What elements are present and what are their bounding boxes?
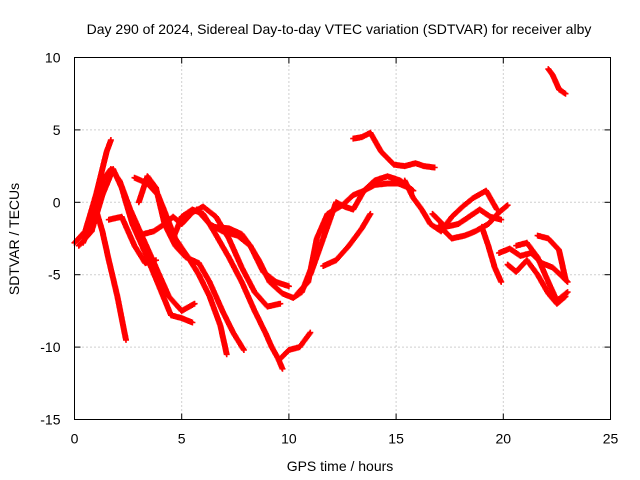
- data-series-arc-16: [350, 129, 438, 171]
- data-series-arc-24: [534, 232, 569, 282]
- data-series-arc-20: [478, 223, 505, 285]
- x-tick-label: 10: [281, 431, 297, 447]
- chart-title: Day 290 of 2024, Sidereal Day-to-day VTE…: [87, 21, 592, 37]
- x-axis-title: GPS time / hours: [287, 458, 394, 474]
- x-tick-label: 5: [178, 431, 186, 447]
- data-point-markers: [545, 66, 569, 97]
- y-tick-label: 5: [53, 122, 61, 138]
- data-series-arc-5: [105, 213, 159, 267]
- data-point-markers: [534, 232, 569, 282]
- data-series-arc-25: [545, 66, 569, 97]
- data-point-markers: [478, 223, 505, 285]
- data-point-markers: [513, 239, 571, 304]
- grid-layer: [74, 57, 611, 420]
- y-tick-label: -5: [48, 267, 61, 283]
- data-series-arc-15: [320, 210, 374, 269]
- data-layer: [71, 66, 571, 372]
- plot-frame: [74, 57, 611, 420]
- data-point-markers: [436, 202, 511, 242]
- data-point-markers: [105, 213, 159, 267]
- y-tick-label: -10: [40, 339, 60, 355]
- y-tick-label: -15: [40, 412, 60, 428]
- data-point-markers: [320, 210, 374, 269]
- tick-layer: 0 5 10 15 20 25 -15 -10 -5 0 5 10: [40, 50, 618, 447]
- data-point-markers: [350, 129, 438, 171]
- x-tick-label: 20: [496, 431, 512, 447]
- y-tick-label: 10: [45, 50, 61, 66]
- data-point-markers: [80, 166, 198, 314]
- y-tick-label: 0: [53, 194, 61, 210]
- data-point-markers: [307, 173, 417, 278]
- x-tick-label: 15: [388, 431, 404, 447]
- y-axis-title: SDTVAR / TECUs: [6, 183, 22, 295]
- data-series-arc-23: [513, 239, 571, 304]
- data-series-arc-12: [277, 329, 314, 362]
- data-series-arc-4: [80, 166, 198, 314]
- data-series-arc-19: [436, 202, 511, 242]
- data-series-arc-14: [307, 173, 417, 278]
- x-tick-label: 25: [603, 431, 619, 447]
- x-tick-label: 0: [71, 431, 79, 447]
- data-point-markers: [277, 329, 314, 362]
